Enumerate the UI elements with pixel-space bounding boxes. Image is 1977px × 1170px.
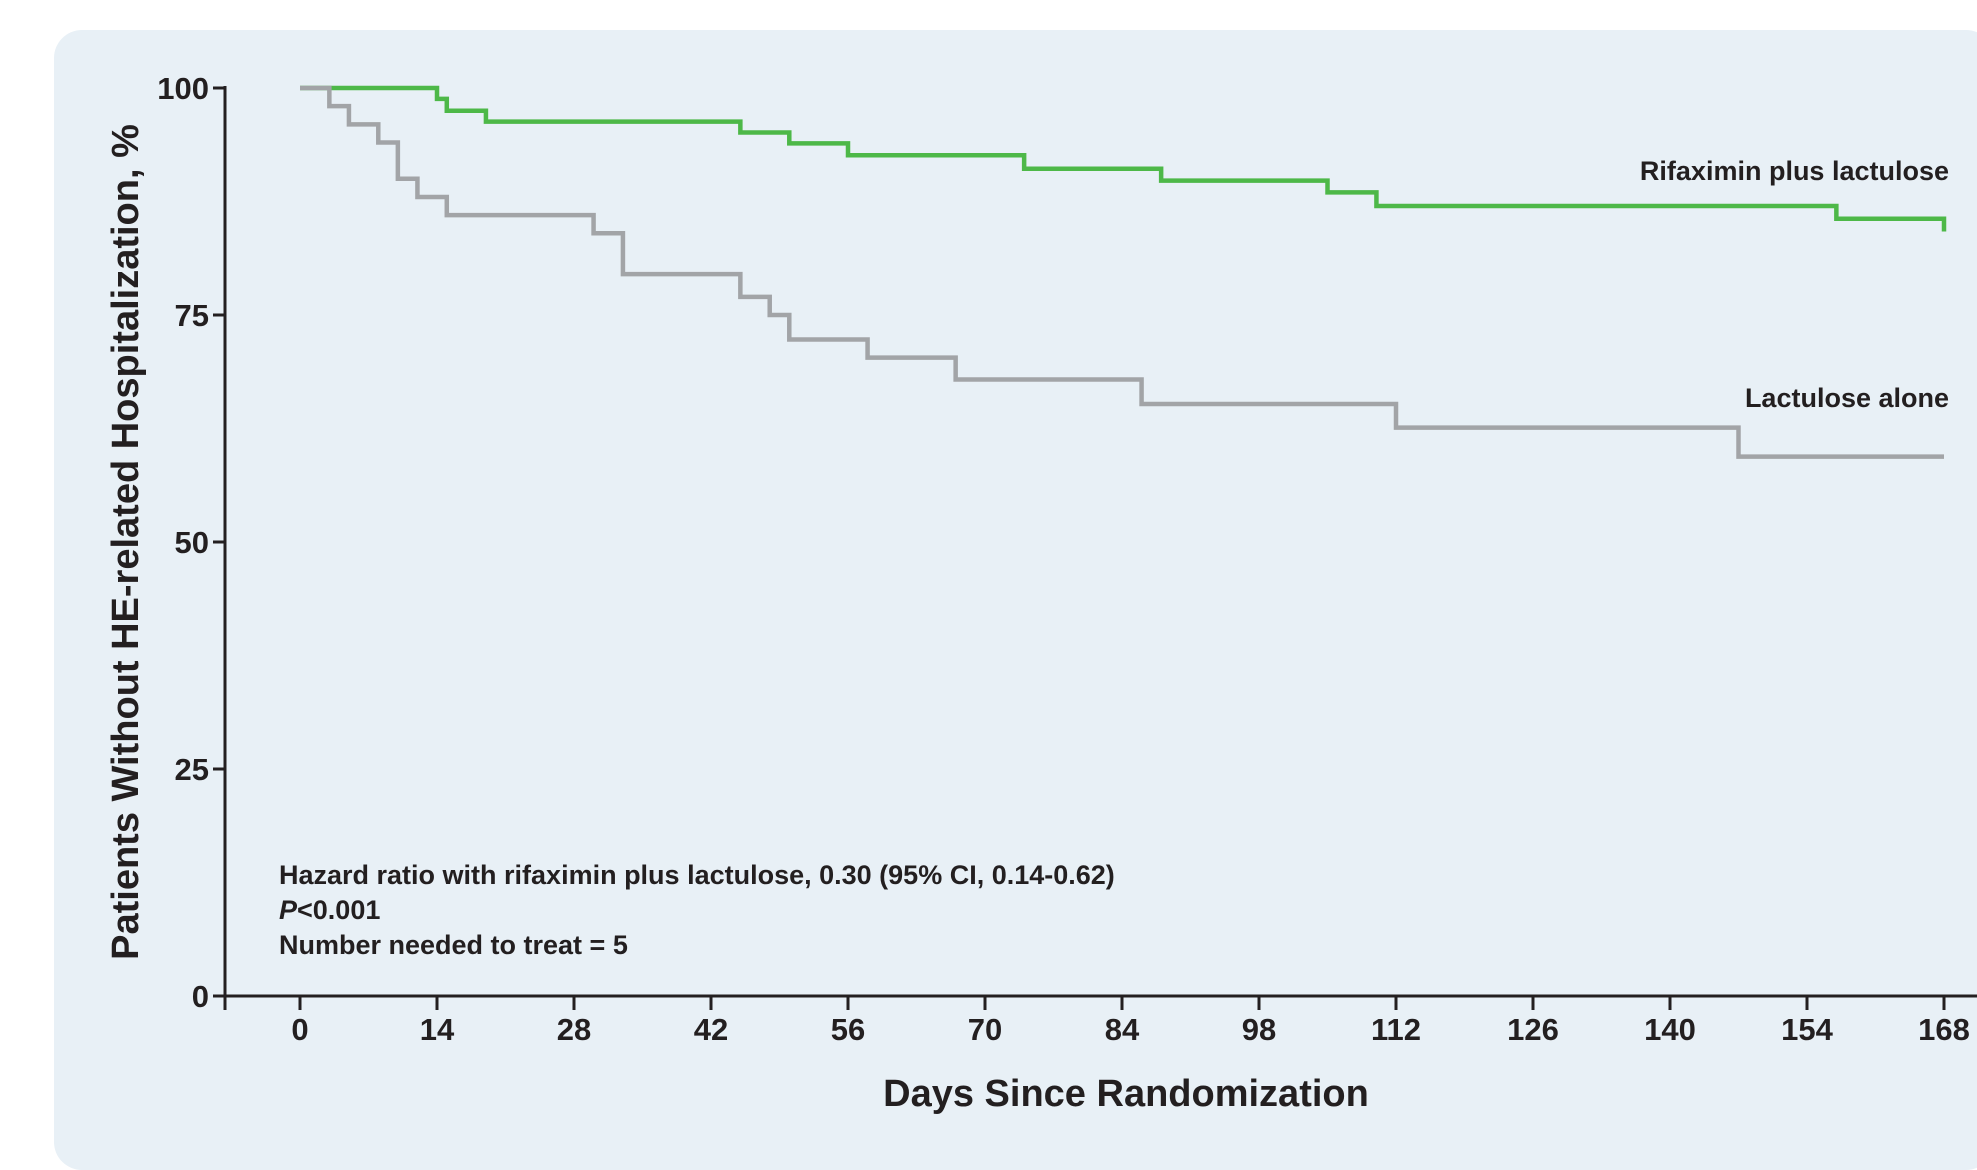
x-tick-label: 126 [1507, 1012, 1559, 1047]
y-tick-label: 75 [175, 298, 209, 333]
x-tick-label: 56 [831, 1012, 865, 1047]
y-tick-label: 0 [192, 979, 209, 1014]
p-value-letter: P [279, 895, 298, 925]
y-ticks: 0 25 50 75 100 [157, 71, 225, 1014]
y-tick-label: 100 [157, 71, 209, 106]
x-tick-label: 14 [420, 1012, 455, 1047]
nnt-text: Number needed to treat = 5 [279, 930, 628, 960]
y-tick-label: 50 [175, 525, 209, 560]
x-tick-label: 168 [1918, 1012, 1970, 1047]
x-tick-label: 98 [1242, 1012, 1276, 1047]
x-ticks: 0 14 28 42 56 70 84 98 112 126 140 154 168 [291, 996, 1970, 1047]
x-tick-label: 84 [1105, 1012, 1140, 1047]
x-axis-title: Days Since Randomization [883, 1073, 1369, 1115]
x-tick-label: 140 [1644, 1012, 1696, 1047]
y-tick-label: 25 [175, 752, 209, 787]
lactulose-alone-line [300, 85, 1944, 459]
survival-chart: 0 25 50 75 100 0 14 28 42 56 70 84 98 112 126 140 154 16… [105, 71, 1977, 1115]
axes [223, 86, 1977, 1010]
series-label-lactulose: Lactulose alone [1745, 383, 1949, 413]
stats-annotation: Hazard ratio with rifaximin plus lactulo… [279, 860, 1115, 960]
series-label-rifaximin: Rifaximin plus lactulose [1640, 156, 1949, 186]
x-tick-label: 28 [557, 1012, 591, 1047]
series-lines [300, 85, 1947, 459]
x-tick-label: 154 [1781, 1012, 1833, 1047]
p-value-text: P<0.001 [279, 895, 380, 925]
x-tick-label: 112 [1371, 1012, 1421, 1047]
hazard-ratio-text: Hazard ratio with rifaximin plus lactulo… [279, 860, 1115, 890]
x-tick-label: 42 [694, 1012, 728, 1047]
y-axis-title: Patients Without HE-related Hospitalizat… [105, 124, 147, 960]
chart-panel [54, 30, 1977, 1170]
x-tick-label: 70 [968, 1012, 1002, 1047]
p-value-number: <0.001 [297, 895, 380, 925]
x-tick-label: 0 [291, 1012, 308, 1047]
rifaximin-plus-lactulose-line [300, 85, 1947, 232]
